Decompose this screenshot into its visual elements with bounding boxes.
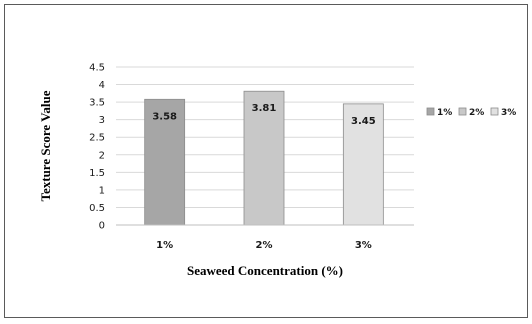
x-tick-label: 1%	[156, 240, 173, 251]
legend-swatch	[458, 107, 467, 116]
x-axis-title: Seaweed Concentration (%)	[187, 263, 343, 278]
y-tick-label: 2.5	[89, 133, 105, 144]
x-axis-ticks: 1% 2% 3%	[156, 240, 372, 251]
x-tick-label: 2%	[256, 240, 273, 251]
y-tick-label: 0	[99, 221, 105, 232]
legend-swatch	[490, 107, 499, 116]
legend-label: 3%	[501, 108, 516, 118]
legend-label: 1%	[437, 108, 452, 118]
data-label: 3.58	[152, 111, 177, 122]
data-label: 3.45	[351, 116, 376, 127]
y-tick-label: 3	[99, 115, 105, 126]
legend: 1% 2% 3%	[426, 107, 516, 118]
x-tick-label: 3%	[355, 240, 372, 251]
y-tick-label: 3.5	[89, 98, 105, 109]
y-axis-title: Texture Score Value	[38, 90, 53, 201]
y-tick-label: 2	[99, 150, 105, 161]
y-tick-label: 1.5	[89, 168, 105, 179]
y-tick-label: 4	[99, 80, 105, 91]
bars: 3.58 3.81 3.45	[144, 90, 384, 226]
y-tick-label: 4.5	[89, 63, 105, 74]
y-tick-label: 1	[99, 185, 105, 196]
y-axis-ticks: 0 0.5 1 1.5 2 2.5 3 3.5 4 4.5	[89, 63, 105, 232]
y-tick-label: 0.5	[89, 203, 105, 214]
data-label: 3.81	[252, 103, 277, 114]
legend-swatch	[426, 107, 435, 116]
legend-label: 2%	[469, 108, 484, 118]
